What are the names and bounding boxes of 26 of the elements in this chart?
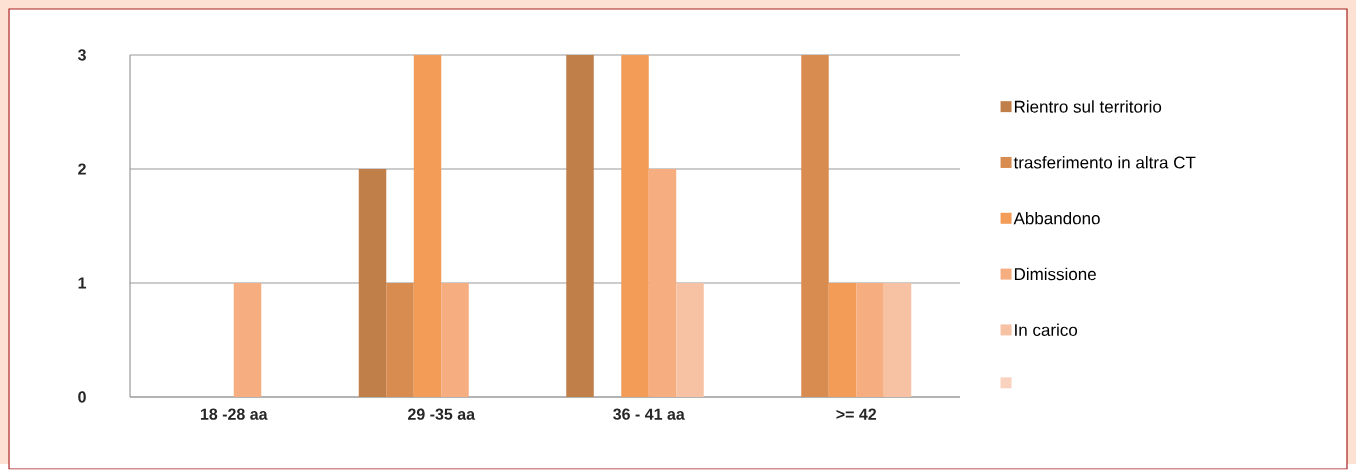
bar [621,55,649,398]
bar [233,283,262,398]
x-tick-label: 29 -35 aa [408,408,476,421]
legend-label: Abbandono [1013,212,1100,225]
bar [386,283,414,398]
bar [441,283,469,398]
x-tick-label: >= 42 [836,408,877,420]
legend-label: trasferimento in altra CT [1013,156,1196,169]
legend-label: Dimissione [1014,267,1096,281]
y-tick-label: 2 [78,163,86,175]
bar [413,55,442,398]
y-tick-label: 3 [77,49,86,61]
bar [883,283,912,398]
bar [566,55,594,398]
bar [828,283,857,398]
legend-label: In carico [1015,323,1078,337]
x-tick-label: 18 -28 aa [200,408,268,421]
bar [648,169,677,398]
legend-label: Rientro sul territorio [1014,100,1162,113]
y-tick-label: 0 [78,391,86,403]
bar [358,169,387,398]
bar [856,283,884,398]
x-tick-label: 36 - 41 aa [613,408,685,421]
bar [676,283,704,398]
bar [801,55,829,398]
y-tick-label: 1 [78,277,87,289]
